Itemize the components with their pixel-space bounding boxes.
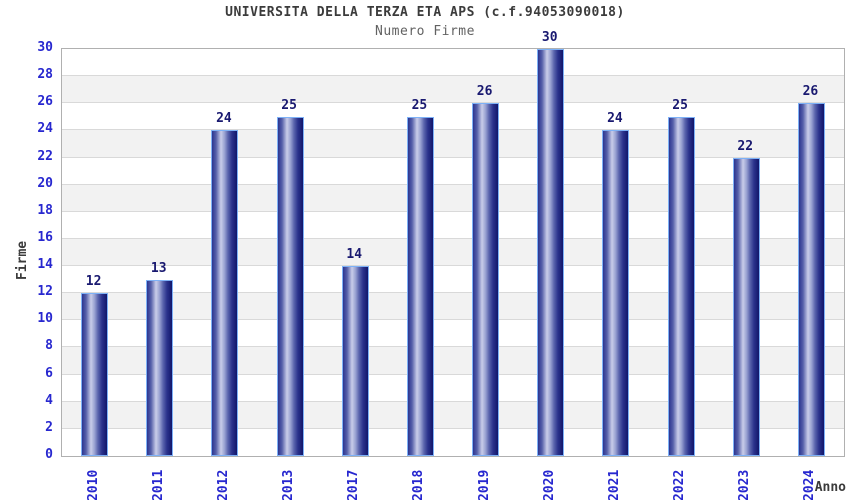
bar-value-label: 24	[607, 111, 623, 127]
y-tick-label: 18	[37, 202, 53, 218]
gridline	[62, 346, 844, 348]
y-tick-label: 24	[37, 121, 53, 137]
bar	[341, 266, 369, 456]
background-band	[62, 49, 844, 77]
y-tick-label: 4	[45, 392, 53, 408]
x-tick-label: 2010	[85, 469, 101, 500]
bar	[667, 116, 695, 456]
background-band	[62, 76, 844, 104]
y-tick-label: 12	[37, 284, 53, 300]
bar-value-label: 26	[802, 84, 819, 100]
gridline	[62, 427, 844, 429]
bar-value-label: 30	[541, 30, 558, 45]
x-tick-label: 2022	[672, 469, 688, 500]
plot-area	[61, 48, 845, 457]
gridline	[62, 210, 844, 212]
bar-value-label: 26	[476, 84, 493, 100]
bar	[732, 157, 760, 456]
bar-value-label: 25	[411, 97, 428, 113]
background-band	[62, 157, 844, 185]
gridline	[62, 75, 844, 77]
y-tick-label: 2	[45, 419, 53, 435]
background-band	[62, 103, 844, 131]
y-axis-title: Firme	[15, 240, 30, 280]
bar-value-label: 13	[150, 260, 167, 276]
x-tick-label: 2021	[606, 469, 622, 500]
background-band	[62, 374, 844, 402]
background-band	[62, 266, 844, 294]
gridline	[62, 319, 844, 321]
bar-value-label: 24	[216, 111, 232, 127]
x-tick-label: 2020	[541, 469, 557, 500]
x-tick-label: 2013	[281, 469, 297, 500]
y-tick-label: 30	[37, 40, 53, 55]
bar	[406, 116, 434, 456]
chart-subtitle: Numero Firme	[375, 24, 475, 39]
gridline	[62, 373, 844, 375]
y-tick-label: 28	[37, 67, 53, 83]
x-tick-label: 2018	[411, 469, 427, 500]
y-tick-label: 0	[45, 447, 53, 462]
bar	[276, 116, 304, 456]
background-band	[62, 293, 844, 321]
x-tick-label: 2017	[346, 469, 362, 500]
x-tick-label: 2011	[150, 469, 166, 500]
y-tick-label: 26	[37, 94, 53, 110]
bar-value-label: 12	[85, 274, 102, 290]
y-tick-label: 10	[37, 311, 53, 327]
background-band	[62, 320, 844, 348]
bar	[602, 130, 630, 456]
background-band	[62, 238, 844, 267]
y-tick-label: 16	[37, 229, 53, 245]
bar-value-label: 14	[346, 247, 363, 263]
gridline	[62, 183, 844, 185]
bar	[472, 103, 500, 456]
gridline	[62, 400, 844, 402]
bar-value-label: 22	[737, 138, 754, 154]
y-tick-label: 6	[45, 365, 53, 381]
gridline	[62, 265, 844, 267]
x-tick-label: 2012	[215, 469, 231, 500]
y-tick-label: 14	[37, 257, 53, 273]
bar	[81, 293, 109, 456]
bar-value-label: 25	[281, 97, 297, 113]
background-band	[62, 130, 844, 158]
background-band	[62, 184, 844, 212]
gridline	[62, 102, 844, 104]
gridline	[62, 237, 844, 239]
bar-value-label: 25	[672, 97, 688, 113]
background-band	[62, 401, 844, 429]
gridline	[62, 292, 844, 294]
chart-title: UNIVERSITA DELLA TERZA ETA APS (c.f.9405…	[225, 5, 625, 20]
y-tick-label: 8	[45, 338, 53, 354]
bar	[537, 49, 565, 456]
x-tick-label: 2023	[737, 469, 753, 500]
background-band	[62, 428, 844, 456]
y-tick-label: 20	[37, 175, 53, 191]
x-axis-title: Anno	[814, 480, 846, 495]
gridline	[62, 129, 844, 131]
gridline	[62, 156, 844, 158]
background-band	[62, 347, 844, 375]
background-band	[62, 211, 844, 239]
y-tick-label: 22	[37, 148, 53, 164]
bar	[146, 279, 174, 456]
bar	[797, 103, 825, 456]
x-tick-label: 2019	[476, 469, 492, 500]
bar	[211, 130, 239, 456]
